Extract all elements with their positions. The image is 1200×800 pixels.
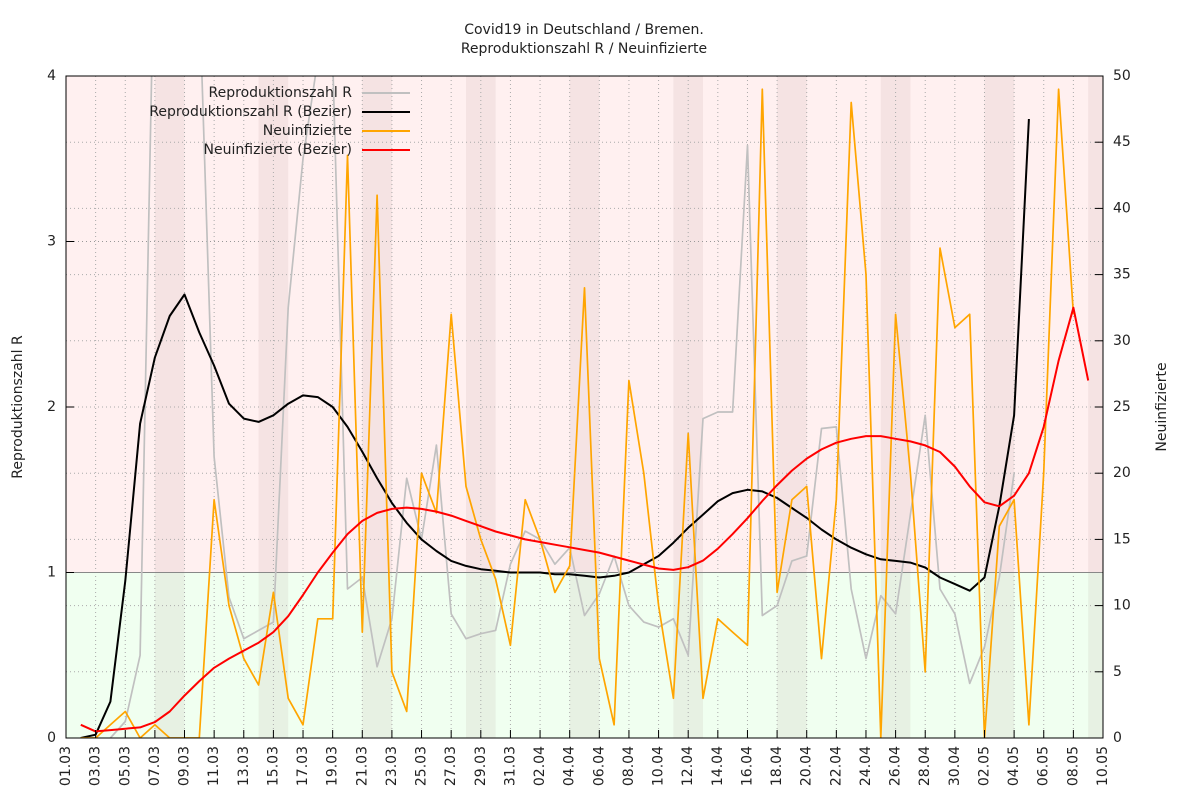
x-tick-label: 21.03 [354,746,370,786]
x-tick-label: 01.03 [58,746,74,786]
series-line [80,88,1075,738]
x-tick-label: 02.04 [532,746,548,786]
y-axis-label: Reproduktionszahl R [10,335,26,479]
x-tick-label: 09.03 [177,746,193,786]
x-tick-label: 17.03 [295,746,311,786]
x-tick-label: 31.03 [502,746,518,786]
x-tick-label: 18.04 [769,746,785,786]
x-tick-label: 24.04 [858,746,874,786]
legend-label: Neuinfizierte (Bezier) [204,142,352,158]
x-tick-label: 13.03 [236,746,252,786]
y2-tick-label: 10 [1113,598,1131,614]
weekend-stripe [154,76,185,738]
region-below [66,572,1103,738]
series-line [80,118,1030,738]
x-tick-label: 10.05 [1095,746,1111,786]
legend-label: Reproduktionszahl R (Bezier) [149,104,352,120]
y2-tick-label: 0 [1113,730,1122,746]
y2-axis-label: Neuinfizierte [1154,362,1170,451]
y-tick-label: 3 [47,234,56,250]
background [66,76,1103,738]
y2-tick-label: 45 [1113,134,1131,150]
x-tick-label: 08.05 [1065,746,1081,786]
x-tick-label: 05.03 [117,746,133,786]
y2-tick-label: 20 [1113,465,1131,481]
plot-area [80,76,1090,738]
legend-label: Reproduktionszahl R [209,85,353,101]
y2-tick-label: 15 [1113,531,1131,547]
y2-tick-label: 40 [1113,200,1131,216]
x-tick-label: 20.04 [799,746,815,786]
x-tick-label: 14.04 [710,746,726,786]
x-tick-label: 22.04 [828,746,844,786]
x-tick-label: 04.04 [562,746,578,786]
weekend-stripe [880,76,911,738]
x-tick-label: 11.03 [206,746,222,786]
weekend-stripe [984,76,1015,738]
x-tick-label: 02.05 [976,746,992,786]
y2-tick-label: 50 [1113,68,1131,84]
x-tick-label: 15.03 [265,746,281,786]
series-line [109,76,1015,738]
x-tick-label: 08.04 [621,746,637,786]
y-tick-label: 0 [47,730,56,746]
x-tick-label: 04.05 [1006,746,1022,786]
legend-label: Neuinfizierte [263,123,352,139]
x-tick-label: 10.04 [651,746,667,786]
region-above [66,76,1103,573]
x-tick-label: 12.04 [680,746,696,786]
series-line [80,306,1090,733]
x-tick-label: 23.03 [384,746,400,786]
x-tick-label: 25.03 [414,746,430,786]
x-tick-label: 07.03 [147,746,163,786]
x-tick-label: 19.03 [325,746,341,786]
x-tick-label: 06.05 [1036,746,1052,786]
chart-subtitle: Reproduktionszahl R / Neuinfizierte [461,41,707,57]
x-tick-label: 28.04 [917,746,933,786]
x-tick-label: 30.04 [947,746,963,786]
chart-title: Covid19 in Deutschland / Bremen. [464,22,704,38]
y-tick-label: 1 [47,565,56,581]
y2-tick-label: 30 [1113,333,1131,349]
x-tick-label: 03.03 [88,746,104,786]
x-tick-label: 06.04 [591,746,607,786]
y2-tick-label: 35 [1113,267,1131,283]
y2-tick-label: 5 [1113,664,1122,680]
x-tick-label: 27.03 [443,746,459,786]
x-tick-label: 26.04 [888,746,904,786]
y2-tick-label: 25 [1113,399,1131,415]
x-tick-label: 16.04 [739,746,755,786]
y-tick-label: 4 [47,68,56,84]
x-tick-label: 29.03 [473,746,489,786]
legend: Reproduktionszahl R Reproduktionszahl R (… [149,85,410,158]
y-tick-label: 2 [47,399,56,415]
